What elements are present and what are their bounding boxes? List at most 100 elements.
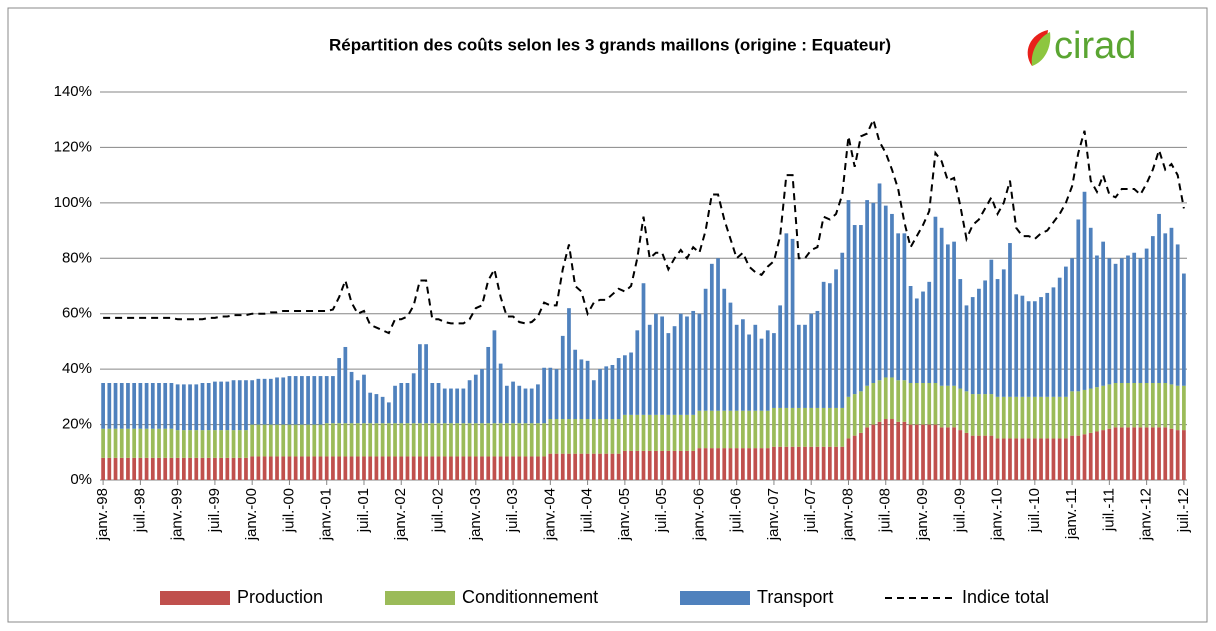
bar [890, 419, 894, 480]
bar [492, 456, 497, 480]
bar [623, 414, 627, 451]
bar [629, 450, 633, 480]
x-tick-label: janv.-99 [169, 488, 186, 541]
bar [790, 446, 795, 480]
bar [219, 430, 223, 458]
bar [654, 450, 658, 480]
x-tick-label: juil.-10 [1026, 488, 1043, 533]
bar [629, 352, 633, 415]
line [103, 116, 1185, 335]
bar [300, 376, 304, 425]
bar [101, 428, 105, 458]
bar [498, 423, 503, 457]
bar [473, 374, 478, 424]
x-tick-label: juil.-01 [355, 488, 372, 533]
bar [703, 410, 708, 449]
bar [1070, 391, 1074, 436]
bar [1150, 427, 1155, 480]
y-tick-label: 140% [54, 83, 92, 100]
x-tick-label: juil.-06 [728, 488, 745, 533]
bar [560, 453, 565, 480]
bar [765, 410, 770, 449]
bar [784, 446, 789, 480]
bar [697, 313, 702, 411]
bar [1132, 427, 1137, 480]
bar [1175, 430, 1180, 480]
x-tick-label: juil.-02 [429, 488, 446, 533]
bar [840, 252, 845, 408]
bar [803, 407, 807, 447]
bar [331, 456, 335, 480]
bar [1144, 248, 1149, 383]
bar [1088, 388, 1093, 433]
bar [821, 407, 826, 447]
bar [1144, 427, 1149, 480]
bar [1107, 258, 1112, 385]
bar [169, 383, 174, 429]
bar [958, 279, 963, 389]
x-tick-label: juil.-09 [951, 488, 968, 533]
bar [150, 457, 155, 480]
bar [144, 457, 149, 480]
bar [225, 430, 230, 458]
bar [542, 423, 546, 457]
bar [629, 414, 633, 451]
bar [852, 435, 857, 480]
bar [840, 446, 845, 480]
bar [834, 407, 838, 447]
bar [213, 457, 217, 480]
bar [995, 279, 1000, 397]
bar [405, 456, 410, 480]
bar [840, 407, 845, 447]
bar [821, 446, 826, 480]
bar [393, 385, 397, 424]
bar [436, 456, 441, 480]
bar [467, 380, 472, 424]
bar [206, 457, 211, 480]
bar [635, 414, 640, 451]
bar [1039, 297, 1043, 397]
bar [877, 421, 882, 480]
bar [772, 407, 776, 447]
bar [393, 423, 397, 457]
bar [256, 424, 261, 457]
bar [964, 391, 969, 433]
bar [504, 385, 509, 424]
bar [1150, 236, 1155, 383]
bar [231, 457, 236, 480]
bar [405, 383, 410, 424]
bar [1026, 301, 1031, 397]
bar [995, 396, 1000, 439]
bar [181, 384, 186, 431]
bar [349, 423, 354, 457]
bar [989, 259, 994, 395]
bar [666, 414, 671, 451]
bar [529, 423, 534, 457]
bar [716, 258, 720, 411]
bar [262, 378, 267, 425]
bar [1070, 435, 1074, 480]
legend-label: Indice total [962, 587, 1049, 607]
bar [790, 238, 795, 408]
bar [418, 423, 422, 457]
bar [287, 424, 292, 457]
bar [442, 456, 447, 480]
bar [1088, 432, 1093, 480]
bar [424, 344, 428, 424]
bar [399, 423, 404, 457]
bar [300, 456, 304, 480]
bar [399, 456, 404, 480]
bar [188, 430, 192, 458]
bar [741, 319, 745, 411]
bar [1169, 227, 1174, 385]
bar [511, 381, 515, 424]
bar [386, 402, 391, 424]
bar [200, 383, 205, 431]
bar [181, 430, 186, 458]
bar [747, 448, 751, 480]
bar [890, 213, 894, 378]
bar [784, 233, 789, 408]
bar [666, 333, 671, 415]
bar [250, 456, 255, 480]
bar [536, 384, 540, 424]
